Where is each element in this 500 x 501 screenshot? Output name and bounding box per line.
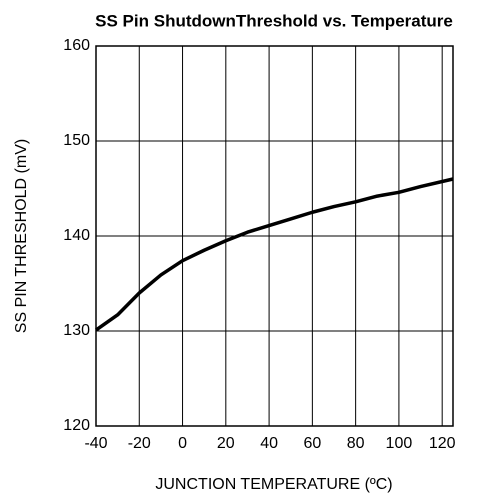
- x-tick-label: -40: [84, 435, 107, 452]
- y-tick-label: 120: [63, 417, 90, 434]
- y-tick-label: 130: [63, 322, 90, 339]
- chart-title: SS Pin ShutdownThreshold vs. Temperature: [95, 11, 453, 30]
- y-tick-label: 160: [63, 37, 90, 54]
- x-tick-label: 40: [260, 435, 278, 452]
- x-tick-label: 120: [429, 435, 456, 452]
- data-line: [94, 177, 454, 332]
- x-tick-label: -20: [128, 435, 151, 452]
- y-tick-label: 150: [63, 132, 90, 149]
- x-tick-label: 0: [178, 435, 187, 452]
- x-tick-label: 100: [386, 435, 413, 452]
- x-tick-label: 20: [217, 435, 235, 452]
- x-tick-label: 80: [347, 435, 365, 452]
- x-axis-label: JUNCTION TEMPERATURE (ºC): [155, 476, 392, 493]
- y-axis-label: SS PIN THRESHOLD (mV): [13, 139, 30, 333]
- y-tick-label: 140: [63, 227, 90, 244]
- x-tick-label: 60: [303, 435, 321, 452]
